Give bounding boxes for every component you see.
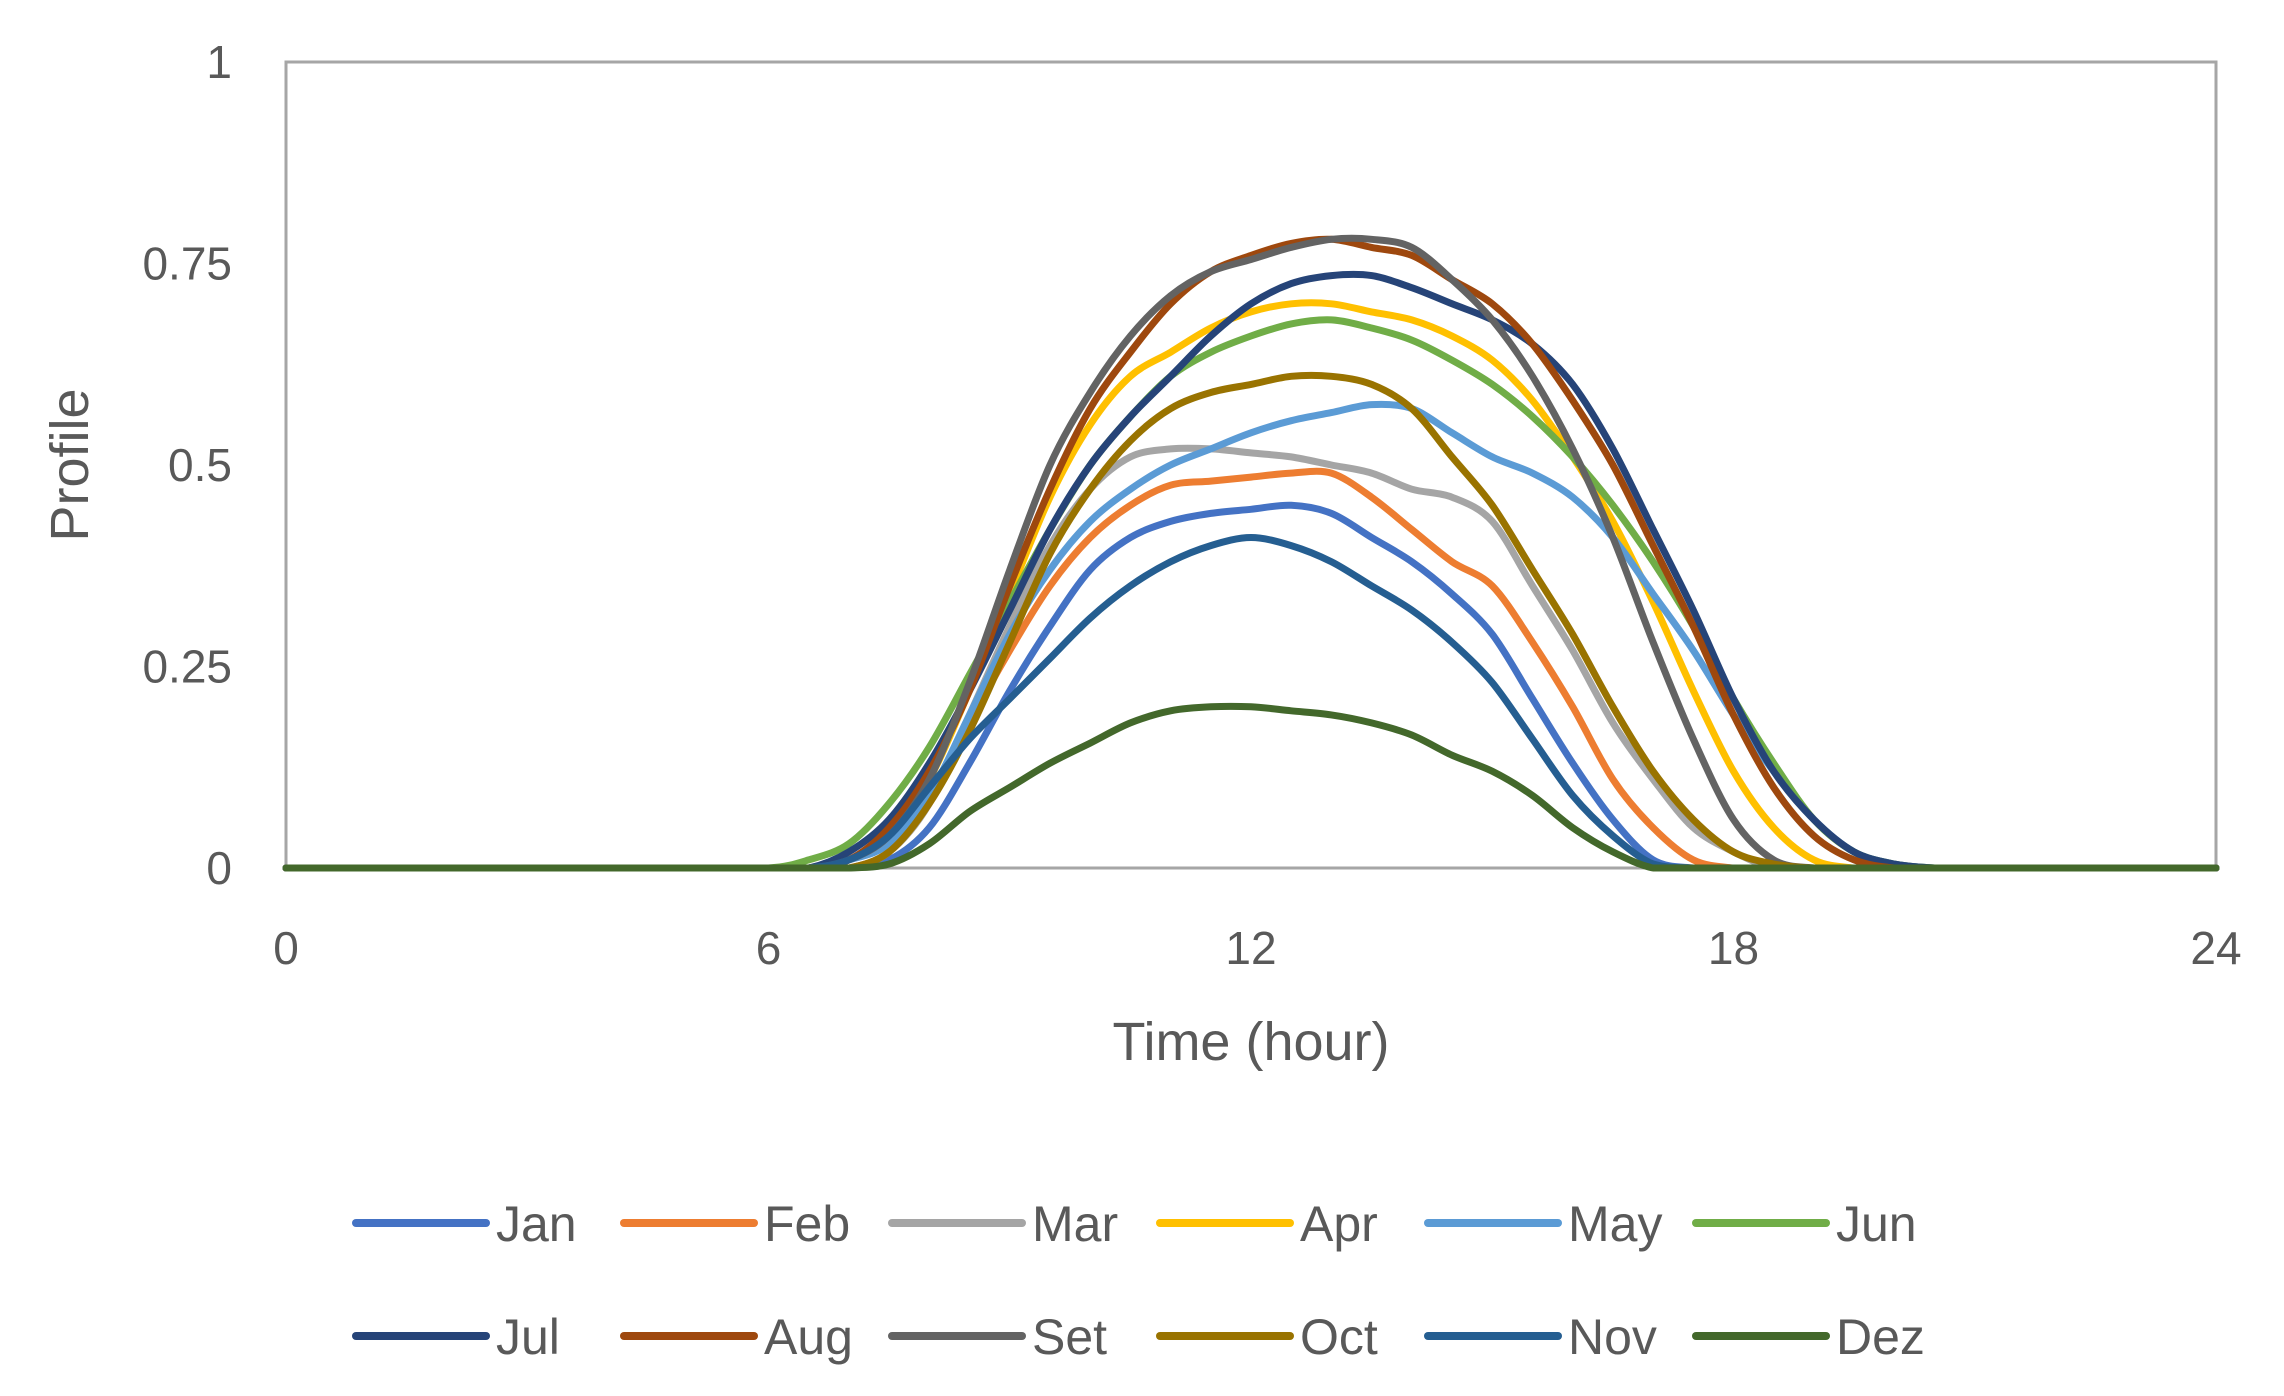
y-tick-label: 0.25 <box>142 641 232 693</box>
series-line-nov <box>282 534 2220 872</box>
legend-item-feb: Feb <box>620 1196 850 1252</box>
x-axis-ticks: 0 6 12 18 24 <box>273 922 2241 974</box>
x-tick-label: 12 <box>1225 922 1276 974</box>
y-axis-title: Profile <box>40 388 100 541</box>
series-line-jul <box>282 270 2220 872</box>
legend-label: Nov <box>1568 1309 1657 1365</box>
series-line-jun <box>282 316 2220 872</box>
legend-item-oct: Oct <box>1156 1309 1378 1365</box>
series-line-jan <box>282 501 2220 872</box>
legend-label: Jun <box>1836 1196 1917 1252</box>
legend-label: Apr <box>1300 1196 1378 1252</box>
legend-item-nov: Nov <box>1424 1309 1657 1365</box>
legend-label: May <box>1568 1196 1662 1252</box>
plot-area-border <box>284 60 2218 870</box>
legend-item-dez: Dez <box>1692 1309 1925 1365</box>
x-tick-label: 6 <box>756 922 782 974</box>
legend-item-jul: Jul <box>352 1309 560 1365</box>
legend-label: Feb <box>764 1196 850 1252</box>
legend-label: Dez <box>1836 1309 1925 1365</box>
legend-label: Set <box>1032 1309 1107 1365</box>
legend-item-apr: Apr <box>1156 1196 1378 1252</box>
legend-label: Jan <box>496 1196 577 1252</box>
y-tick-label: 1 <box>206 36 232 88</box>
legend-item-aug: Aug <box>620 1309 853 1365</box>
legend-label: Mar <box>1032 1196 1118 1252</box>
legend-item-jan: Jan <box>352 1196 577 1252</box>
y-axis-ticks: 0 0.25 0.5 0.75 1 <box>142 36 232 894</box>
y-tick-label: 0.75 <box>142 238 232 290</box>
legend-item-may: May <box>1424 1196 1662 1252</box>
legend-item-mar: Mar <box>888 1196 1118 1252</box>
legend-item-jun: Jun <box>1692 1196 1917 1252</box>
x-tick-label: 18 <box>1708 922 1759 974</box>
y-tick-label: 0 <box>206 842 232 894</box>
legend-label: Oct <box>1300 1309 1378 1365</box>
series-line-oct <box>282 371 2220 872</box>
legend-label: Jul <box>496 1309 560 1365</box>
legend-label: Aug <box>764 1309 853 1365</box>
x-axis-title: Time (hour) <box>1112 1012 1389 1072</box>
legend: Jan Feb Mar Apr May Jun Jul Aug Set Oct Nov Dez <box>352 1196 1925 1365</box>
x-tick-label: 0 <box>273 922 299 974</box>
x-tick-label: 24 <box>2190 922 2241 974</box>
y-tick-label: 0.5 <box>168 439 232 491</box>
legend-item-set: Set <box>888 1309 1107 1365</box>
series-line-feb <box>282 467 2220 872</box>
series-line-dez <box>282 702 2220 872</box>
series-layer <box>282 234 2220 872</box>
